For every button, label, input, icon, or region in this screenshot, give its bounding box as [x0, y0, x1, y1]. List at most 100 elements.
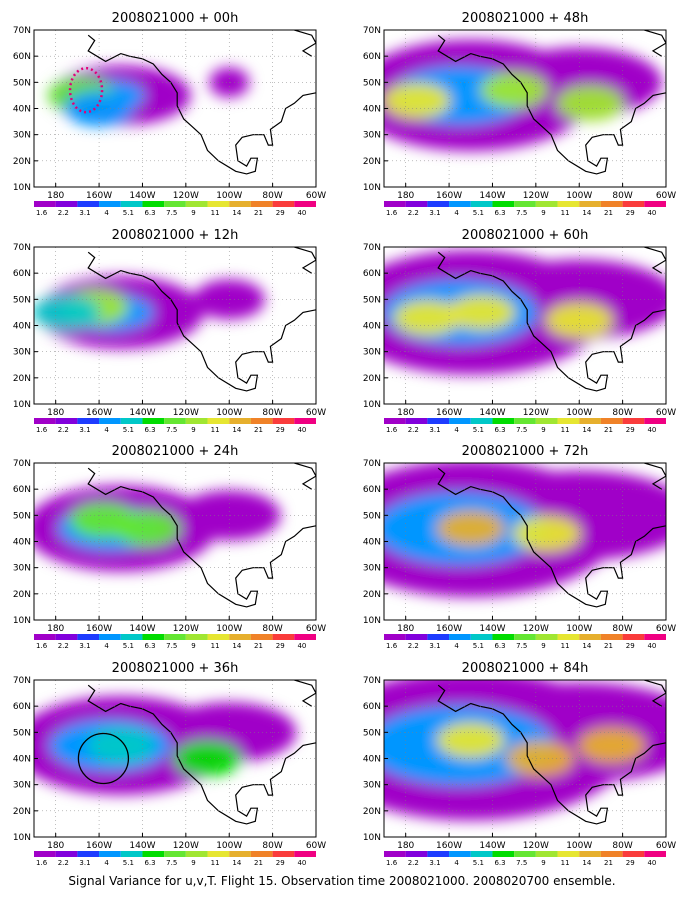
- x-tick-label: 140W: [479, 191, 505, 201]
- panel-title: 2008021000 + 36h: [112, 661, 239, 676]
- y-tick-label: 10N: [13, 833, 31, 843]
- map-panel: 2008021000 + 84h 10N 20N 30N 40N 50N 60N 70N 180…: [363, 661, 676, 867]
- coastline: [437, 467, 666, 608]
- variance-maximum: [545, 302, 614, 339]
- variance-field: [384, 30, 666, 187]
- variance-maximum: [34, 294, 101, 331]
- colorbar-label: 3.1: [79, 642, 90, 650]
- y-tick-label: 60N: [13, 702, 31, 712]
- y-tick-label: 50N: [13, 78, 31, 88]
- colorbar-swatch: [514, 201, 536, 207]
- colorbar-swatch: [644, 851, 666, 857]
- coastline: [87, 251, 316, 392]
- colorbar-swatch: [142, 634, 165, 640]
- colorbar-swatch: [557, 634, 580, 640]
- variance-maximum: [86, 727, 155, 764]
- y-tick-label: 50N: [13, 728, 31, 738]
- x-tick-label: 80W: [612, 408, 632, 418]
- colorbar-label: 14: [582, 426, 591, 434]
- panel-title: 2008021000 + 48h: [462, 11, 589, 26]
- y-tick-label: 30N: [13, 348, 31, 358]
- colorbar-swatch: [55, 851, 78, 857]
- colorbar-label: 4: [104, 859, 109, 867]
- colorbar-swatch: [427, 201, 450, 207]
- colorbar-label: 40: [297, 426, 306, 434]
- variance-maximum: [447, 294, 516, 331]
- colorbar-label: 7.5: [516, 426, 527, 434]
- colorbar-label: 21: [604, 426, 613, 434]
- colorbar-swatch: [405, 418, 428, 424]
- colorbar-swatch: [99, 634, 121, 640]
- y-tick-label: 30N: [13, 564, 31, 574]
- coastline: [87, 467, 316, 608]
- colorbar-label: 3.1: [429, 426, 440, 434]
- x-tick-label: 100W: [566, 408, 592, 418]
- y-tick-label: 20N: [13, 590, 31, 600]
- y-tick-label: 30N: [363, 564, 381, 574]
- variance-maximum: [512, 515, 581, 552]
- colorbar-label: 9: [191, 642, 195, 650]
- coastline: [437, 684, 666, 825]
- colorbar-label: 40: [297, 859, 306, 867]
- x-tick-label: 60W: [656, 408, 676, 418]
- y-tick-label: 20N: [363, 374, 381, 384]
- colorbar-swatch: [579, 201, 601, 207]
- colorbar-label: 3.1: [429, 859, 440, 867]
- colorbar-swatch: [77, 851, 100, 857]
- colorbar-swatch: [207, 634, 230, 640]
- x-tick-label: 180: [397, 191, 414, 201]
- colorbar-label: 6.3: [494, 642, 505, 650]
- colorbar-swatch: [600, 634, 623, 640]
- variance-maximum: [480, 72, 549, 109]
- variance-field: [34, 463, 316, 620]
- y-tick-label: 50N: [13, 295, 31, 305]
- colorbar-swatch: [600, 851, 623, 857]
- colorbar-label: 1.6: [386, 642, 398, 650]
- coastline: [294, 247, 316, 274]
- x-tick-label: 160W: [86, 624, 112, 634]
- x-tick-label: 120W: [173, 408, 199, 418]
- y-tick-label: 70N: [363, 243, 381, 253]
- colorbar-swatch: [294, 418, 316, 424]
- colorbar-label: 11: [211, 859, 220, 867]
- x-tick-label: 140W: [479, 841, 505, 851]
- panel-title: 2008021000 + 24h: [112, 444, 239, 459]
- y-tick-label: 70N: [13, 459, 31, 469]
- colorbar-swatch: [535, 851, 558, 857]
- x-tick-label: 120W: [523, 841, 549, 851]
- colorbar-swatch: [229, 851, 251, 857]
- colorbar-swatch: [55, 634, 78, 640]
- colorbar-label: 29: [626, 859, 635, 867]
- variance-maximum: [436, 510, 505, 547]
- colorbar-swatch: [229, 418, 251, 424]
- colorbar-label: 4: [454, 642, 459, 650]
- colorbar-swatch: [514, 418, 536, 424]
- map-panel: 2008021000 + 36h 10N 20N 30N 40N 50N 60N 70N 180…: [13, 661, 326, 867]
- colorbar-swatch: [470, 201, 493, 207]
- colorbar-label: 14: [232, 859, 241, 867]
- colorbar-label: 4: [104, 642, 109, 650]
- colorbar-label: 9: [541, 859, 545, 867]
- colorbar-swatch: [142, 201, 165, 207]
- colorbar-swatch: [250, 851, 273, 857]
- colorbar-label: 4: [454, 209, 459, 217]
- colorbar-label: 5.1: [473, 209, 484, 217]
- colorbar-label: 7.5: [166, 209, 177, 217]
- colorbar-label: 9: [541, 209, 545, 217]
- x-tick-label: 160W: [86, 841, 112, 851]
- colorbar-swatch: [492, 851, 515, 857]
- colorbar-swatch: [164, 418, 186, 424]
- colorbar-label: 3.1: [429, 642, 440, 650]
- colorbar-label: 6.3: [144, 642, 155, 650]
- colorbar-label: 3.1: [79, 859, 90, 867]
- y-tick-label: 60N: [363, 702, 381, 712]
- colorbar-swatch: [99, 418, 121, 424]
- y-tick-label: 40N: [13, 322, 31, 332]
- colorbar-swatch: [535, 201, 558, 207]
- figure-caption: Signal Variance for u,v,T. Flight 15. Ob…: [68, 874, 615, 888]
- x-tick-label: 100W: [216, 191, 242, 201]
- coastline: [87, 684, 316, 825]
- colorbar-label: 2.2: [58, 642, 69, 650]
- x-tick-label: 100W: [566, 191, 592, 201]
- y-tick-label: 60N: [13, 485, 31, 495]
